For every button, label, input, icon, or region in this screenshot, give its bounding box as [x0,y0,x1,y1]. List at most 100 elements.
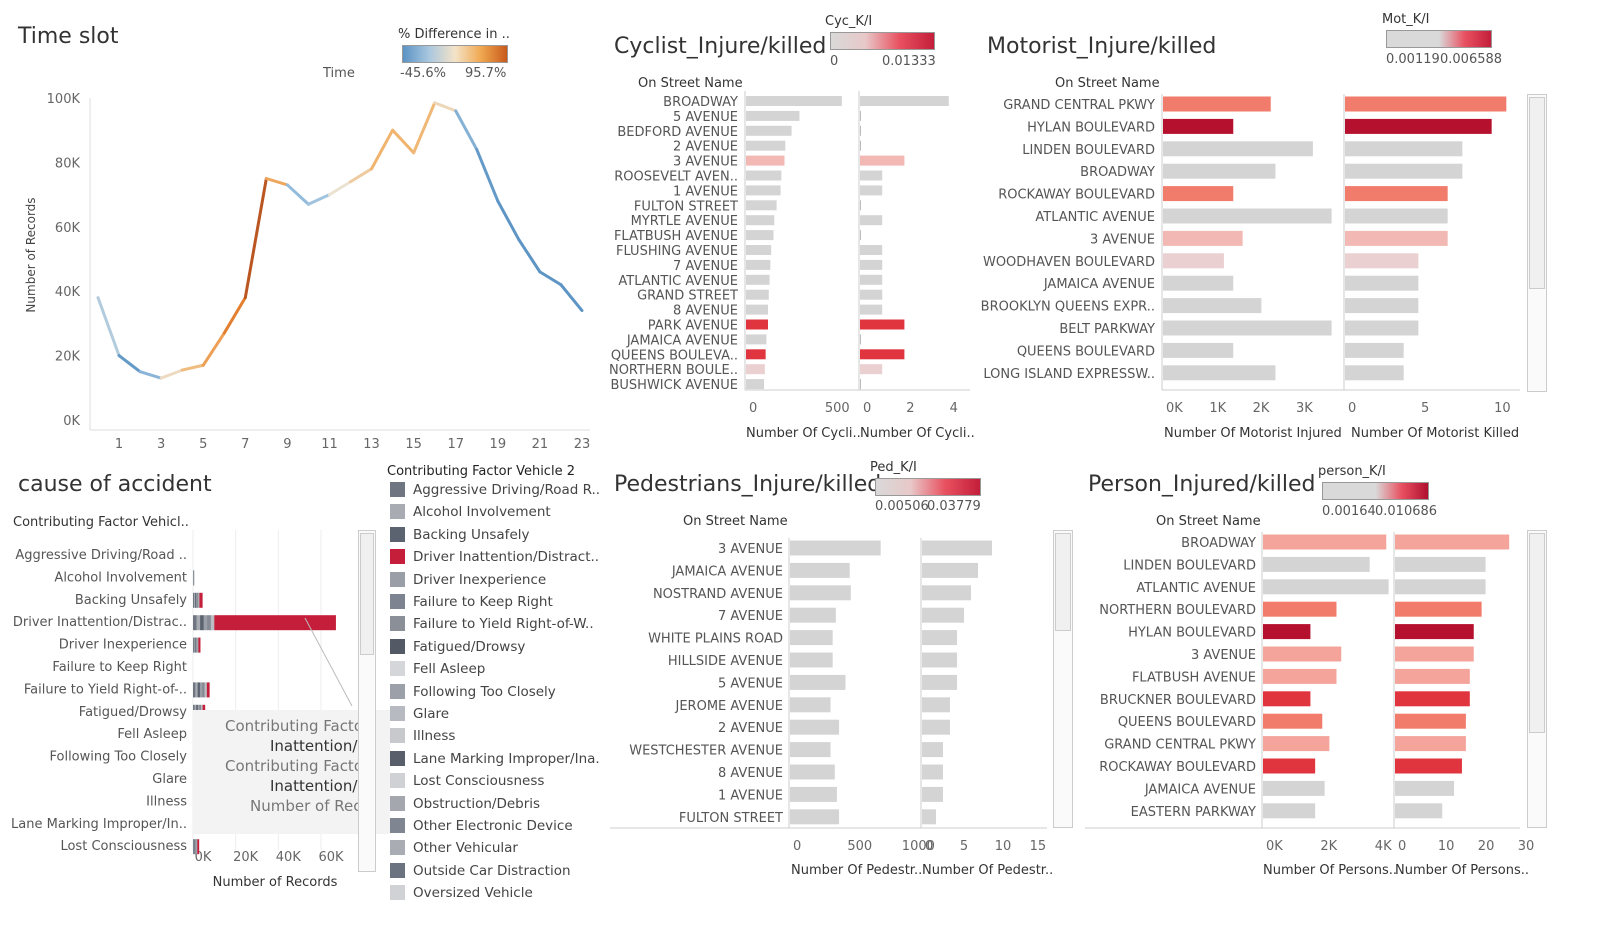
cyclist_bar-bar-col2[interactable] [860,304,883,315]
cyclist_bar-bar-col1[interactable] [746,319,768,330]
cause-bar-segment[interactable] [195,682,198,698]
cyclist_bar-bar-col1[interactable] [746,200,777,211]
cyclist_bar-bar-col2[interactable] [860,364,883,375]
cause-bar-segment[interactable] [193,615,197,631]
cause-bar-segment[interactable] [202,682,205,698]
cyclist_bar-bar-col1[interactable] [746,289,769,300]
cyclist_bar-bar-col2[interactable] [860,259,883,270]
time-line-segment[interactable] [454,109,479,152]
cause-bar-segment[interactable] [197,637,199,653]
legend-item[interactable]: Other Electronic Device [390,818,573,840]
legend-item[interactable]: Failure to Yield Right-of-W.. [390,616,594,638]
pedestrian_bar-bar-col1[interactable] [790,540,881,556]
motorist_bar-bar-col1[interactable] [1163,320,1332,336]
motorist_bar-bar-col1[interactable] [1163,275,1234,291]
cause-bar-segment[interactable] [196,592,198,608]
pedestrian_bar-bar-col2[interactable] [922,607,964,623]
motorist_bar-bar-col1[interactable] [1163,208,1332,224]
cyclist_bar-bar-col1[interactable] [746,96,842,106]
legend-item[interactable]: Driver Inexperience [390,571,546,594]
cyclist_bar-bar-col1[interactable] [746,215,775,226]
legend-item[interactable]: Backing Unsafely [390,526,529,549]
person_bar-bar-col1[interactable] [1263,691,1311,707]
time-line-segment[interactable] [433,101,458,113]
cyclist_bar-bar-col1[interactable] [746,259,771,270]
pedestrian_bar-bar-col1[interactable] [790,630,833,646]
legend-item[interactable]: Oversized Vehicle [390,885,533,907]
person_bar-bar-col2[interactable] [1395,556,1486,572]
pedestrian_bar-bar-col1[interactable] [790,764,835,780]
pedestrian_bar-bar-col2[interactable] [922,786,943,802]
motorist_bar-bar-col2[interactable] [1345,118,1492,134]
cyclist_bar-bar-col2[interactable] [860,215,883,226]
time-line-segment[interactable] [517,238,542,274]
person-scroll-thumb[interactable] [1529,533,1545,733]
cyclist_bar-bar-col2[interactable] [860,110,861,121]
legend-item[interactable]: Outside Car Distraction [390,862,571,885]
motorist_bar-bar-col1[interactable] [1163,230,1243,246]
pedestrian_bar-bar-col2[interactable] [922,652,957,668]
time-legend-ramp[interactable] [402,45,508,63]
cause-scrollbar[interactable] [358,530,376,872]
motorist_bar-bar-col2[interactable] [1345,230,1448,246]
person_bar-bar-col2[interactable] [1395,780,1455,796]
cyclist_bar-bar-col2[interactable] [860,334,861,345]
person_bar-bar-col2[interactable] [1395,803,1443,819]
pedestrian_bar-bar-col1[interactable] [790,786,837,802]
time-line-segment[interactable] [159,368,184,380]
cyclist_bar-bar-col2[interactable] [860,200,861,211]
person-legend-ramp[interactable] [1322,482,1429,500]
person-scrollbar[interactable] [1527,530,1547,828]
time-line-segment[interactable] [412,101,437,155]
pedestrian_bar-bar-col2[interactable] [922,764,943,780]
legend-item[interactable]: Lost Consciousness [390,773,544,795]
motorist_bar-bar-col1[interactable] [1163,342,1234,358]
motorist_bar-bar-col2[interactable] [1345,141,1463,157]
person_bar-bar-col2[interactable] [1395,691,1470,707]
motorist_bar-bar-col2[interactable] [1345,96,1507,112]
cyclist_bar-bar-col2[interactable] [860,170,883,181]
pedestrian-bar-chart[interactable]: 3 AVENUE JAMAICA AVENUE NOSTRAND AVENUE 7 A… [605,460,1075,929]
pedestrian_bar-bar-col2[interactable] [922,697,950,713]
pedestrian_bar-bar-col2[interactable] [922,809,936,825]
motorist_bar-bar-col1[interactable] [1163,253,1224,269]
time-line-segment[interactable] [538,270,563,287]
cause-bar-segment[interactable] [198,592,200,608]
motorist_bar-bar-col1[interactable] [1163,186,1234,202]
cyclist_bar-bar-col1[interactable] [746,245,772,255]
motorist_bar-bar-col2[interactable] [1345,253,1419,269]
time-line-segment[interactable] [370,128,395,171]
cause-bar-segment[interactable] [195,839,197,855]
cause-bar-segment[interactable] [193,592,195,608]
time-line-segment[interactable] [264,177,289,187]
motorist_bar-bar-col1[interactable] [1163,163,1276,179]
motorist_bar-bar-col2[interactable] [1345,365,1404,381]
pedestrian_bar-bar-col1[interactable] [790,674,846,690]
person_bar-bar-col2[interactable] [1395,534,1510,550]
motorist_bar-bar-col2[interactable] [1345,163,1463,179]
person_bar-bar-col1[interactable] [1263,780,1325,796]
cyclist_bar-bar-col2[interactable] [860,379,861,390]
person_bar-bar-col1[interactable] [1263,803,1316,819]
cyclist_bar-bar-col1[interactable] [746,334,767,345]
cause-bar-segment[interactable] [214,615,336,631]
pedestrian-legend-ramp[interactable] [875,478,981,496]
motorist_bar-bar-col1[interactable] [1163,141,1313,157]
pedestrian-scroll-thumb[interactable] [1055,533,1071,631]
cyclist_bar-bar-col2[interactable] [860,245,883,255]
time-line-segment[interactable] [327,180,353,197]
pedestrian_bar-bar-col1[interactable] [790,742,831,758]
cause-bar-segment[interactable] [195,592,197,608]
pedestrian_bar-bar-col1[interactable] [790,562,850,578]
cyclist_bar-bar-col2[interactable] [860,155,905,166]
pedestrian_bar-bar-col1[interactable] [790,607,836,623]
legend-item[interactable]: Glare [390,706,449,728]
cause-bar-segment[interactable] [206,682,210,698]
cause-bar-segment[interactable] [204,682,208,698]
person_bar-bar-col1[interactable] [1263,556,1370,572]
cause-bar-segment[interactable] [195,839,197,855]
cause-bar-segment[interactable] [194,637,196,653]
cyclist_bar-bar-col1[interactable] [746,140,786,151]
